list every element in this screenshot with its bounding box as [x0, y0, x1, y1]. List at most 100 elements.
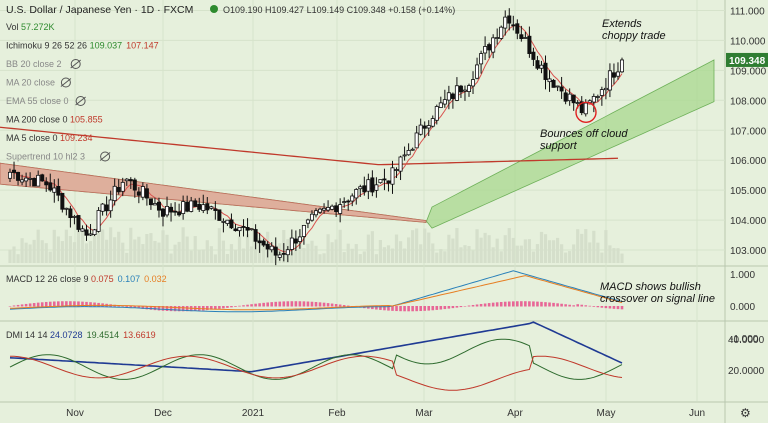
candle-body	[334, 205, 339, 213]
macd-histogram-bar	[290, 301, 294, 307]
eye-off-icon[interactable]	[75, 96, 86, 106]
candle-body	[563, 92, 568, 102]
volume-bar	[366, 234, 370, 263]
candle-body	[507, 15, 512, 24]
macd-histogram-bar	[443, 306, 447, 310]
volume-bar	[16, 254, 20, 263]
macd-histogram-bar	[528, 301, 531, 307]
macd-histogram-bar	[467, 305, 471, 307]
legend-item[interactable]: Ichimoku 9 26 52 26 109.037 107.147	[6, 41, 159, 51]
candle-body	[350, 195, 355, 202]
volume-bar	[241, 248, 246, 263]
macd-histogram-bar	[419, 306, 422, 312]
legend-item[interactable]: Vol 57.272K	[6, 22, 55, 32]
volume-bar	[580, 233, 584, 263]
macd-histogram-bar	[459, 306, 463, 308]
candle-body	[76, 215, 81, 230]
candle-body	[438, 102, 443, 108]
macd-histogram-bar	[524, 301, 527, 307]
macd-histogram-bar	[40, 302, 44, 307]
legend-labels: U.S. Dollar / Japanese Yen · 1D · FXCM O1…	[6, 4, 455, 340]
macd-histogram-bar	[536, 301, 539, 307]
macd-histogram-bar	[455, 306, 459, 308]
volume-bar	[237, 236, 242, 263]
macd-histogram-bar	[129, 306, 133, 308]
legend-item[interactable]: EMA 55 close 0	[6, 96, 69, 106]
candle-body	[277, 254, 282, 258]
macd-histogram-bar	[65, 301, 68, 307]
macd-histogram-bar	[387, 306, 390, 311]
volume-bar	[382, 247, 387, 263]
candle-body	[12, 169, 17, 173]
macd-histogram-bar	[334, 304, 338, 307]
candle-body	[567, 93, 572, 102]
time-tick-label-5: Apr	[507, 408, 523, 419]
bounce-highlight-circle	[575, 101, 597, 123]
macd-histogram-bar	[282, 301, 286, 307]
candle-body	[519, 34, 524, 39]
volume-bar	[48, 251, 52, 263]
macd-histogram-bar	[616, 306, 620, 310]
candle-body	[487, 44, 492, 51]
volume-bar	[592, 230, 596, 263]
candle-body	[201, 204, 206, 211]
volume-bar	[64, 229, 68, 263]
volume-bar	[270, 250, 274, 263]
volume-bar	[358, 254, 362, 263]
eye-off-icon[interactable]	[100, 151, 111, 162]
settings-gear-icon[interactable]: ⚙	[740, 406, 751, 420]
candle-body	[96, 210, 101, 232]
macd-histogram-bar	[560, 303, 563, 307]
macd-histogram-bar	[596, 306, 600, 308]
macd-histogram-bar	[499, 301, 503, 307]
volume-bar	[415, 228, 419, 263]
volume-bar	[527, 239, 531, 263]
candle-body	[599, 89, 604, 96]
eye-off-slash	[70, 59, 82, 69]
candle-body	[462, 89, 467, 92]
candle-body	[20, 179, 25, 183]
macd-histogram-bar	[427, 306, 431, 311]
volume-bar	[374, 254, 378, 263]
volume-bar	[515, 245, 519, 263]
macd-histogram-bar	[568, 304, 571, 307]
adx-line	[9, 321, 623, 373]
candle-body	[418, 124, 423, 135]
legend-item[interactable]: MA 20 close	[6, 78, 55, 88]
volume-bar	[60, 241, 64, 263]
price-badge-label: 109.348	[729, 56, 766, 67]
macd-histogram-bar	[69, 301, 72, 307]
volume-bar	[213, 254, 217, 263]
eye-off-icon[interactable]	[70, 59, 81, 69]
eye-off-icon[interactable]	[60, 77, 71, 88]
volume-bar	[519, 245, 523, 263]
macd-histogram-bar	[93, 302, 96, 307]
candle-body	[88, 233, 93, 236]
macd-histogram-bar	[407, 306, 410, 312]
volume-bar	[451, 238, 455, 263]
legend-item[interactable]: BB 20 close 2	[6, 59, 62, 69]
candle-body	[281, 253, 286, 255]
macd-legend[interactable]: MACD 12 26 close 9 0.075 0.107 0.032	[6, 274, 167, 284]
volume-bar	[52, 229, 56, 263]
macd-histogram-bar	[97, 302, 100, 307]
legend-item[interactable]: MA 200 close 0 105.855	[6, 115, 103, 125]
macd-histogram-bar	[322, 302, 326, 307]
dmi-legend[interactable]: DMI 14 14 24.0728 19.4514 13.6619	[6, 330, 156, 340]
candle-body	[309, 213, 314, 221]
volume-bar	[193, 236, 197, 263]
macd-tick-label-2: -1.000	[730, 334, 759, 345]
candle-body	[539, 64, 544, 69]
volume-bar	[411, 230, 415, 263]
candle-body	[559, 86, 564, 92]
candle-body	[515, 23, 520, 34]
candle-body	[543, 62, 548, 80]
macd-histogram-bar	[234, 306, 237, 307]
volume-bar	[205, 240, 209, 263]
macd-histogram-bar	[314, 302, 318, 307]
legend-item[interactable]: MA 5 close 0 109.234	[6, 133, 93, 143]
volume-bar	[24, 242, 28, 263]
legend-item[interactable]: Supertrend 10 hl2 3	[6, 152, 85, 162]
